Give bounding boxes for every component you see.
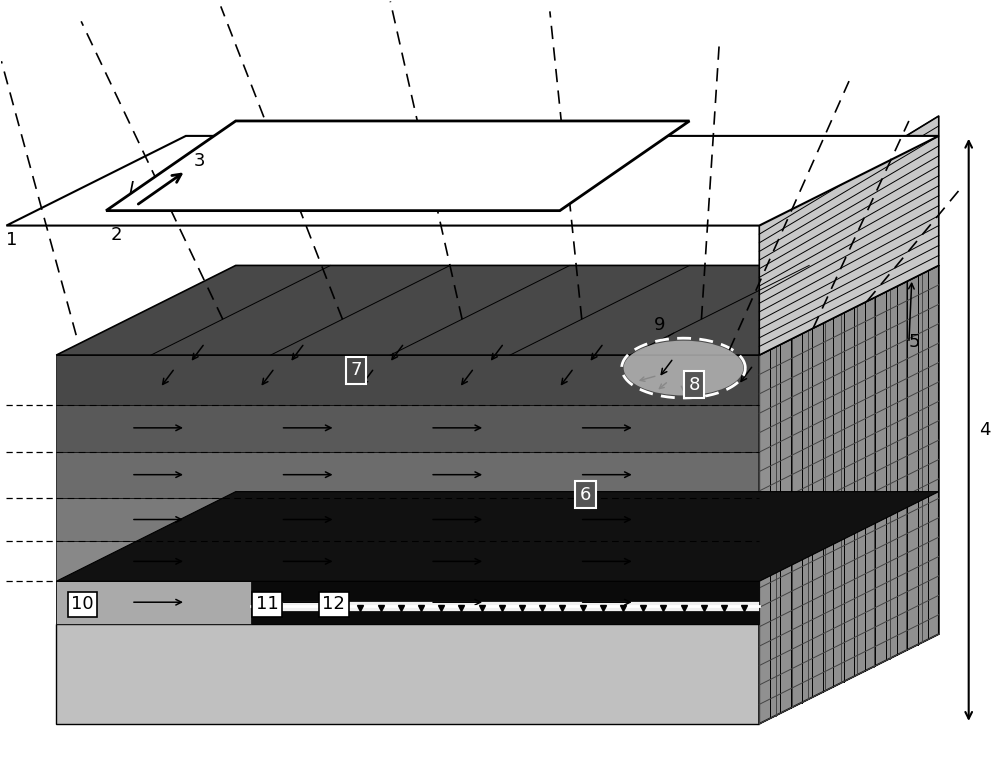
- Polygon shape: [759, 266, 939, 724]
- Text: 1: 1: [6, 230, 18, 249]
- Text: 5: 5: [909, 333, 920, 351]
- Polygon shape: [56, 581, 251, 624]
- Text: 6: 6: [580, 486, 591, 504]
- Polygon shape: [56, 405, 759, 452]
- Polygon shape: [251, 581, 759, 624]
- Text: 7: 7: [350, 361, 362, 379]
- Polygon shape: [56, 497, 759, 541]
- Polygon shape: [106, 121, 689, 211]
- Text: 11: 11: [256, 595, 278, 613]
- Text: 8: 8: [688, 376, 700, 394]
- Polygon shape: [759, 116, 939, 355]
- Text: I: I: [128, 179, 133, 198]
- Polygon shape: [56, 581, 759, 624]
- Polygon shape: [56, 491, 939, 581]
- Polygon shape: [6, 136, 939, 226]
- Polygon shape: [56, 266, 939, 355]
- Polygon shape: [56, 355, 759, 405]
- Polygon shape: [56, 624, 759, 724]
- Text: 12: 12: [322, 595, 345, 613]
- Text: 9: 9: [654, 316, 665, 334]
- Text: 4: 4: [979, 421, 990, 439]
- Polygon shape: [759, 534, 939, 724]
- Ellipse shape: [624, 340, 743, 396]
- Text: 3: 3: [194, 152, 205, 170]
- Polygon shape: [56, 541, 759, 581]
- Polygon shape: [56, 534, 939, 624]
- Polygon shape: [251, 601, 759, 611]
- Text: 2: 2: [111, 226, 123, 243]
- Text: 10: 10: [71, 595, 94, 613]
- Polygon shape: [56, 452, 759, 497]
